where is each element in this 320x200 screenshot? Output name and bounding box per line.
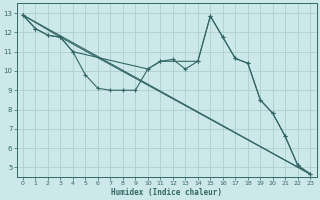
X-axis label: Humidex (Indice chaleur): Humidex (Indice chaleur) xyxy=(111,188,222,197)
